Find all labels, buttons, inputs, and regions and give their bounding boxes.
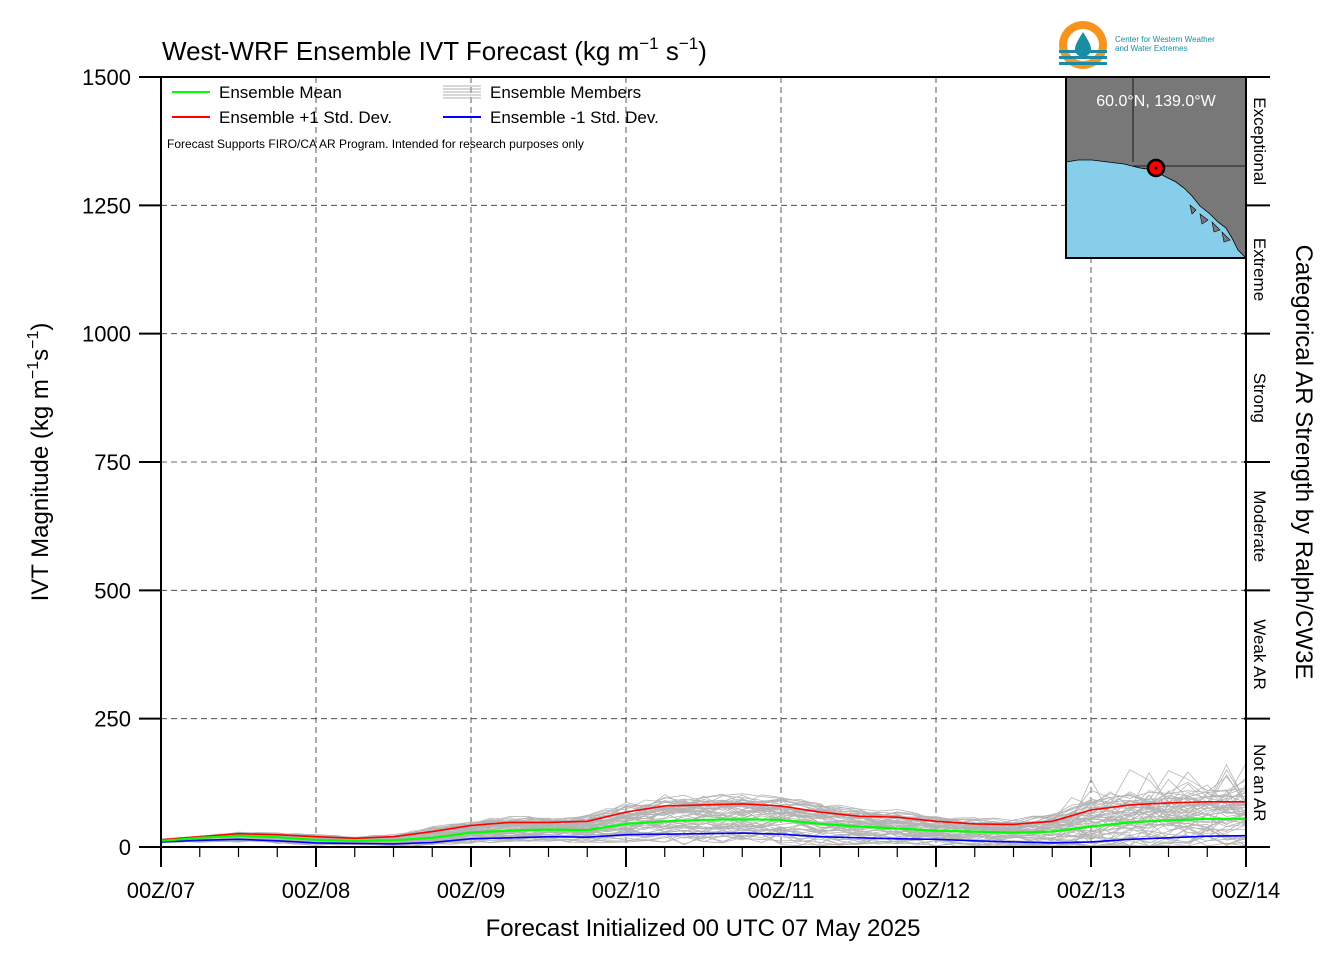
logo-line-2: and Water Extremes xyxy=(1115,44,1188,53)
y-tick-label: 0 xyxy=(119,835,131,860)
logo-line-1: Center for Western Weather xyxy=(1115,35,1215,44)
y-tick-label: 500 xyxy=(94,578,131,603)
x-tick-label: 00Z/09 xyxy=(437,878,506,903)
series-lines xyxy=(160,800,1247,845)
series-line-plus-std xyxy=(160,800,1246,841)
y-tick-label: 1250 xyxy=(82,193,131,218)
series-line-mean xyxy=(160,817,1246,842)
ensemble-member-line xyxy=(160,772,1247,841)
category-label: Moderate xyxy=(1250,490,1269,562)
x-tick-label: 00Z/12 xyxy=(902,878,971,903)
inset-map-islands xyxy=(1189,204,1231,243)
category-label: Exceptional xyxy=(1250,97,1269,185)
category-label: Strong xyxy=(1250,373,1269,423)
x-axis-label: Forecast Initialized 00 UTC 07 May 2025 xyxy=(486,915,921,942)
legend-label-mean: Ensemble Mean xyxy=(219,83,342,102)
x-tick-label: 00Z/07 xyxy=(127,878,196,903)
legend-label-minus-std: Ensemble -1 Std. Dev. xyxy=(490,108,659,127)
legend: Ensemble Mean Ensemble Members Ensemble … xyxy=(167,83,659,151)
chart-title: West-WRF Ensemble IVT Forecast (kg m−1 s… xyxy=(162,34,707,66)
legend-label-plus-std: Ensemble +1 Std. Dev. xyxy=(219,108,392,127)
y-tick-label: 750 xyxy=(94,450,131,475)
legend-label-members: Ensemble Members xyxy=(490,83,641,102)
legend-swatch-members xyxy=(443,85,481,99)
y-tick-label: 1500 xyxy=(82,65,131,90)
cw3e-logo: Center for Western Weather and Water Ext… xyxy=(1059,21,1215,69)
ensemble-member-line xyxy=(160,822,1247,844)
series-line-minus-std xyxy=(160,832,1247,845)
x-tick-label: 00Z/08 xyxy=(282,878,351,903)
category-label: Not an AR xyxy=(1250,744,1269,822)
x-axis: 00Z/07 00Z/08 00Z/09 00Z/10 00Z/11 00Z/12 00Z/… xyxy=(127,847,1281,903)
ensemble-member-line xyxy=(160,806,1247,841)
right-axis-label: Categorical AR Strength by Ralph/CW3E xyxy=(1290,245,1317,680)
inset-map-frame xyxy=(1065,76,1247,259)
category-label: Extreme xyxy=(1250,238,1269,301)
inset-map-location: 60.0°N, 139.0°W xyxy=(1096,93,1216,110)
right-category-axis: Not an AR Weak AR Moderate Strong Extreme Exc… xyxy=(1244,76,1270,848)
x-tick-label: 00Z/10 xyxy=(592,878,661,903)
disclaimer-text: Forecast Supports FIRO/CA AR Program. In… xyxy=(167,137,584,151)
x-tick-label: 00Z/14 xyxy=(1212,878,1281,903)
ensemble-member-line xyxy=(160,763,1247,840)
water-drop-icon xyxy=(1075,32,1091,57)
x-tick-label: 00Z/13 xyxy=(1057,878,1126,903)
y-axis-label: IVT Magnitude (kg m−1s−1) xyxy=(25,323,54,602)
inset-map: 60.0°N, 139.0°W xyxy=(1065,76,1247,259)
x-tick-label: 00Z/11 xyxy=(748,878,815,903)
category-label: Weak AR xyxy=(1250,619,1269,690)
y-tick-label: 250 xyxy=(94,707,131,732)
y-tick-label: 1000 xyxy=(82,322,131,347)
y-axis: 0 250 500 750 1000 1250 1500 xyxy=(82,65,161,860)
